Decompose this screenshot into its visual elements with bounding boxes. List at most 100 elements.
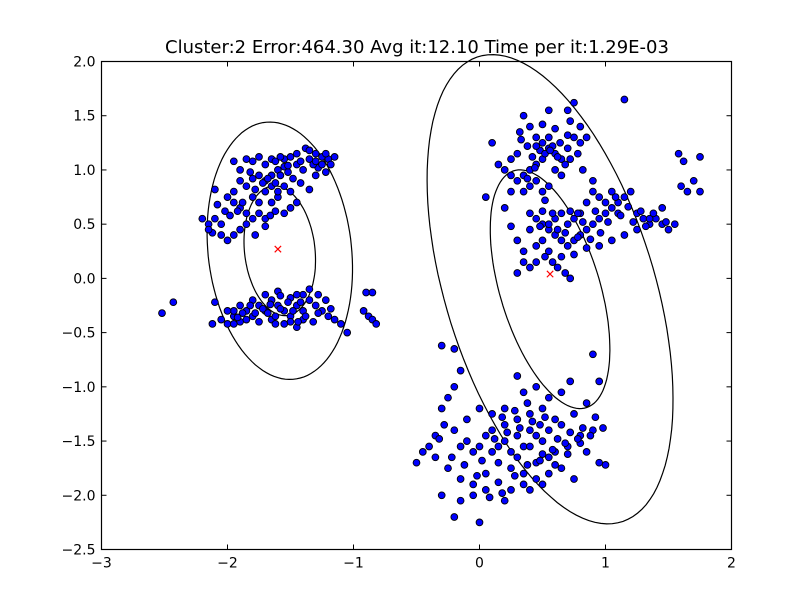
data-point [536,222,544,231]
data-point [456,366,465,375]
data-point [507,222,515,231]
data-point [538,437,547,445]
data-point [217,220,226,229]
x-tick-label: 1 [601,556,610,572]
data-point [541,252,549,261]
data-point [548,209,557,218]
data-point [248,214,257,223]
data-point [296,179,305,187]
data-point [563,242,572,250]
data-point [557,236,566,245]
data-point [586,235,595,244]
data-point [570,410,578,418]
data-point [456,475,465,483]
data-point [289,174,297,183]
data-point [481,193,490,201]
y-tick-label: −1.0 [62,380,96,396]
data-point [261,160,270,169]
data-point [286,317,295,326]
data-point [490,435,499,443]
data-point [566,274,575,283]
data-point [586,431,595,440]
data-point [321,168,330,176]
cluster-ellipse [206,121,354,381]
data-point [284,168,292,176]
data-point [582,244,591,252]
data-point [276,304,285,313]
data-point [324,312,333,321]
data-point [513,176,522,185]
data-point [526,122,534,131]
data-point [236,301,244,310]
x-tick-label: 2 [727,556,736,572]
data-point [475,404,484,413]
data-point [500,166,509,174]
data-point [570,214,578,223]
data-point [507,464,515,473]
data-point [523,142,532,150]
data-point [460,461,469,469]
data-point [591,207,600,216]
data-point [561,439,570,448]
data-point [238,198,247,207]
data-point [223,236,232,245]
data-point [211,214,219,223]
data-point [616,211,625,220]
data-point [305,296,314,304]
data-point [286,187,295,196]
data-point [532,258,541,266]
data-point [538,450,547,458]
data-point [318,160,326,169]
data-point [296,157,305,166]
data-point [538,187,547,196]
data-point [309,317,318,326]
data-point [271,207,280,216]
data-point [229,198,238,207]
data-point [276,291,285,300]
data-point [578,166,587,174]
data-point [258,179,267,187]
data-point [519,442,528,451]
data-point [280,209,289,218]
data-point [211,298,219,307]
data-point [485,493,494,502]
data-point [229,320,238,328]
data-point [639,214,648,223]
data-point [263,174,272,183]
data-point [589,220,597,229]
data-point [255,198,263,207]
data-point [513,453,522,462]
data-point [326,160,335,169]
data-point [255,317,263,326]
data-point [246,301,255,310]
data-point [544,182,553,191]
data-point [544,133,553,142]
data-point [570,475,578,483]
data-point [582,225,591,234]
data-point [513,149,522,158]
data-point [229,187,238,196]
data-point [217,231,226,239]
data-point [255,171,263,180]
data-point [595,242,604,250]
data-point [248,174,257,183]
data-point [591,413,600,422]
data-point [629,218,638,226]
data-point [500,420,509,429]
data-point [213,200,222,209]
chart-title: Cluster:2 Error:464.30 Avg it:12.10 Time… [165,37,669,58]
data-point [169,298,178,307]
data-point [498,489,507,497]
data-point [246,168,255,176]
data-point [589,176,597,185]
data-point [242,220,251,229]
data-point [519,111,528,120]
x-tick-label: 0 [475,556,484,572]
data-point [301,312,310,321]
data-point [538,207,547,216]
data-point [563,450,572,458]
data-point [519,480,528,489]
data-point [513,415,522,424]
data-point [532,133,541,142]
data-point [519,469,528,478]
